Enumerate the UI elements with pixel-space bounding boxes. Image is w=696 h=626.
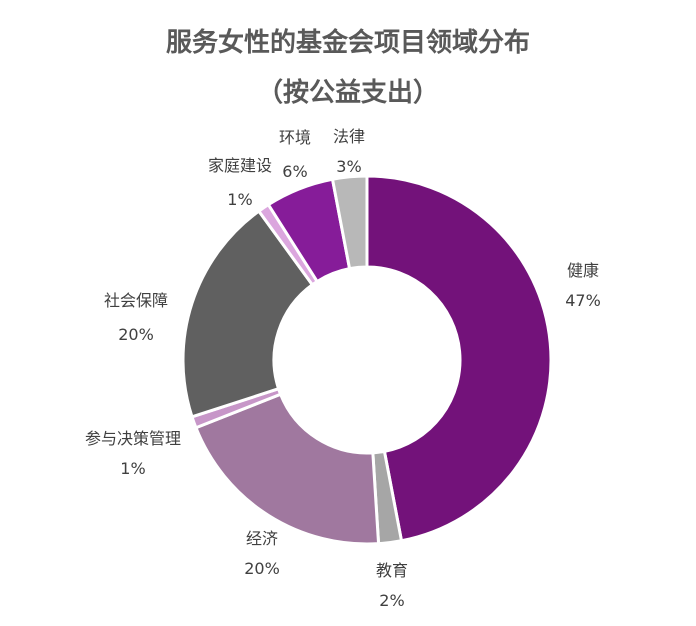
slice-label-name: 法律 (333, 127, 365, 146)
slice-label-value: 2% (379, 591, 404, 610)
donut-slices (181, 174, 553, 546)
slice-label-value: 6% (282, 162, 307, 181)
slice-label-name: 家庭建设 (208, 156, 272, 175)
slice-label-value: 20% (244, 559, 280, 578)
slice-label-value: 1% (227, 190, 252, 209)
slice-label-name: 环境 (279, 128, 311, 147)
slice-label-name: 健康 (567, 261, 599, 280)
slice-经济 (193, 392, 381, 546)
slice-label-name: 教育 (376, 561, 408, 580)
slice-label-value: 47% (565, 291, 601, 310)
slice-label-name: 参与决策管理 (85, 429, 181, 448)
slice-label-name: 社会保障 (104, 291, 168, 310)
slice-label-value: 1% (120, 459, 145, 478)
chart-subtitle: （按公益支出） (256, 78, 439, 108)
slice-健康 (365, 174, 553, 543)
slice-labels: 健康 47% 教育 2% 经济 20% 参与决策管理 1% 社会保障 20% 家庭建设 1% 环境 6% 法… (85, 127, 601, 610)
slice-label-value: 20% (118, 325, 154, 344)
slice-社会保障 (181, 209, 315, 419)
slice-label-name: 经济 (246, 529, 278, 548)
slice-label-value: 3% (336, 157, 361, 176)
slice-法律 (330, 174, 369, 271)
chart-title: 服务女性的基金会项目领域分布 (165, 28, 530, 58)
